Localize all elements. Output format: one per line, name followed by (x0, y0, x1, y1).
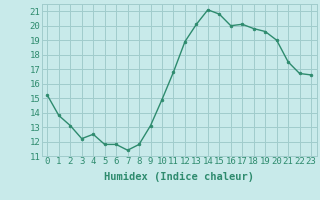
X-axis label: Humidex (Indice chaleur): Humidex (Indice chaleur) (104, 172, 254, 182)
